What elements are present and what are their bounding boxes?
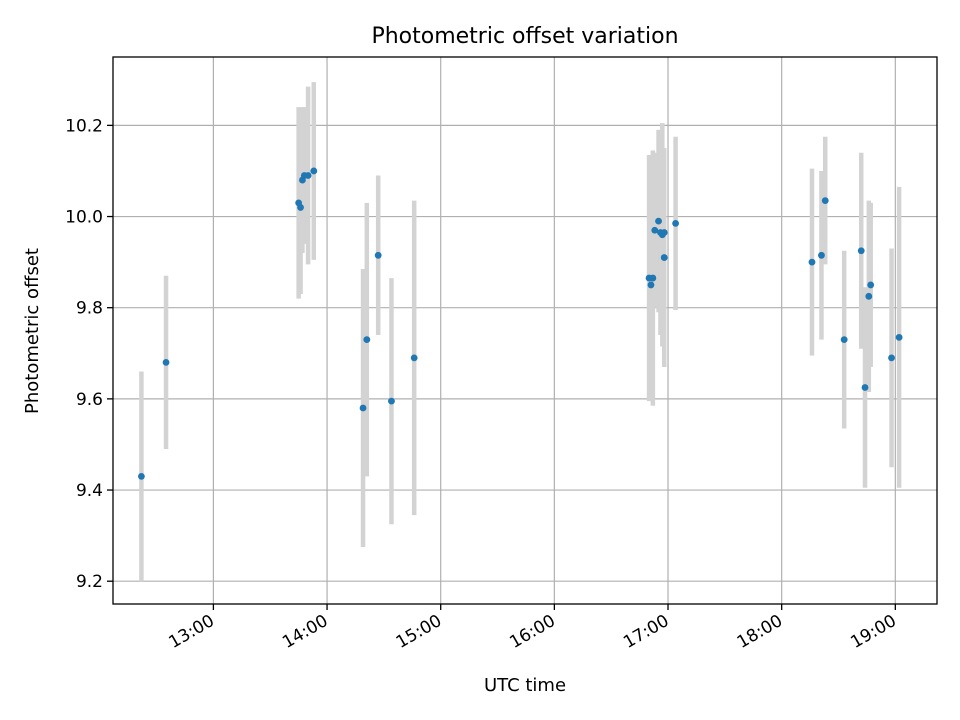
data-point xyxy=(821,197,829,204)
data-point xyxy=(660,254,668,261)
data-point xyxy=(867,281,875,289)
y-tick-label: 9.8 xyxy=(76,299,103,319)
y-tick-label: 9.6 xyxy=(76,390,103,410)
data-point xyxy=(895,333,903,341)
y-tick-label: 9.2 xyxy=(76,572,103,592)
x-axis-label: UTC time xyxy=(484,675,566,696)
data-point xyxy=(410,354,418,362)
data-point xyxy=(672,219,679,227)
data-point xyxy=(310,167,318,175)
data-point xyxy=(359,404,367,412)
data-point xyxy=(857,247,865,255)
data-point xyxy=(297,204,304,211)
x-tick-label: 14:00 xyxy=(279,611,331,653)
data-point xyxy=(388,397,395,405)
data-point xyxy=(818,251,825,259)
x-tick-label: 18:00 xyxy=(734,611,786,653)
x-tick-label: 15:00 xyxy=(393,611,445,653)
data-point xyxy=(660,229,668,236)
data-point xyxy=(138,472,145,480)
x-tick-label: 16:00 xyxy=(506,611,558,653)
data-point xyxy=(162,359,170,366)
data-point xyxy=(861,384,869,391)
data-point xyxy=(363,336,371,344)
y-axis-label: Photometric offset xyxy=(22,248,43,414)
y-tick-label: 10.2 xyxy=(65,116,103,136)
data-point xyxy=(840,336,848,344)
y-tick-label: 9.4 xyxy=(76,481,103,501)
data-point xyxy=(304,172,312,179)
data-point xyxy=(888,354,895,362)
data-point xyxy=(647,281,655,289)
grid xyxy=(113,57,937,604)
data-points xyxy=(138,167,903,480)
data-point xyxy=(649,274,657,282)
data-point xyxy=(651,226,659,234)
x-tick-label: 13:00 xyxy=(165,611,217,653)
data-point xyxy=(374,251,382,259)
data-point xyxy=(865,292,873,300)
data-point xyxy=(655,217,662,225)
x-axis-ticks: 13:00 14:00 15:00 16:00 17:00 18:00 19:00 xyxy=(165,604,900,653)
x-tick-label: 19:00 xyxy=(847,611,899,653)
data-point xyxy=(808,258,816,266)
error-bars xyxy=(139,82,902,582)
y-axis-ticks: 9.2 9.4 9.6 9.8 10.0 10.2 xyxy=(65,116,113,592)
x-tick-label: 17:00 xyxy=(620,611,672,653)
y-tick-label: 10.0 xyxy=(65,208,103,228)
plot-frame xyxy=(112,56,938,605)
chart-title: Photometric offset variation xyxy=(371,24,678,49)
